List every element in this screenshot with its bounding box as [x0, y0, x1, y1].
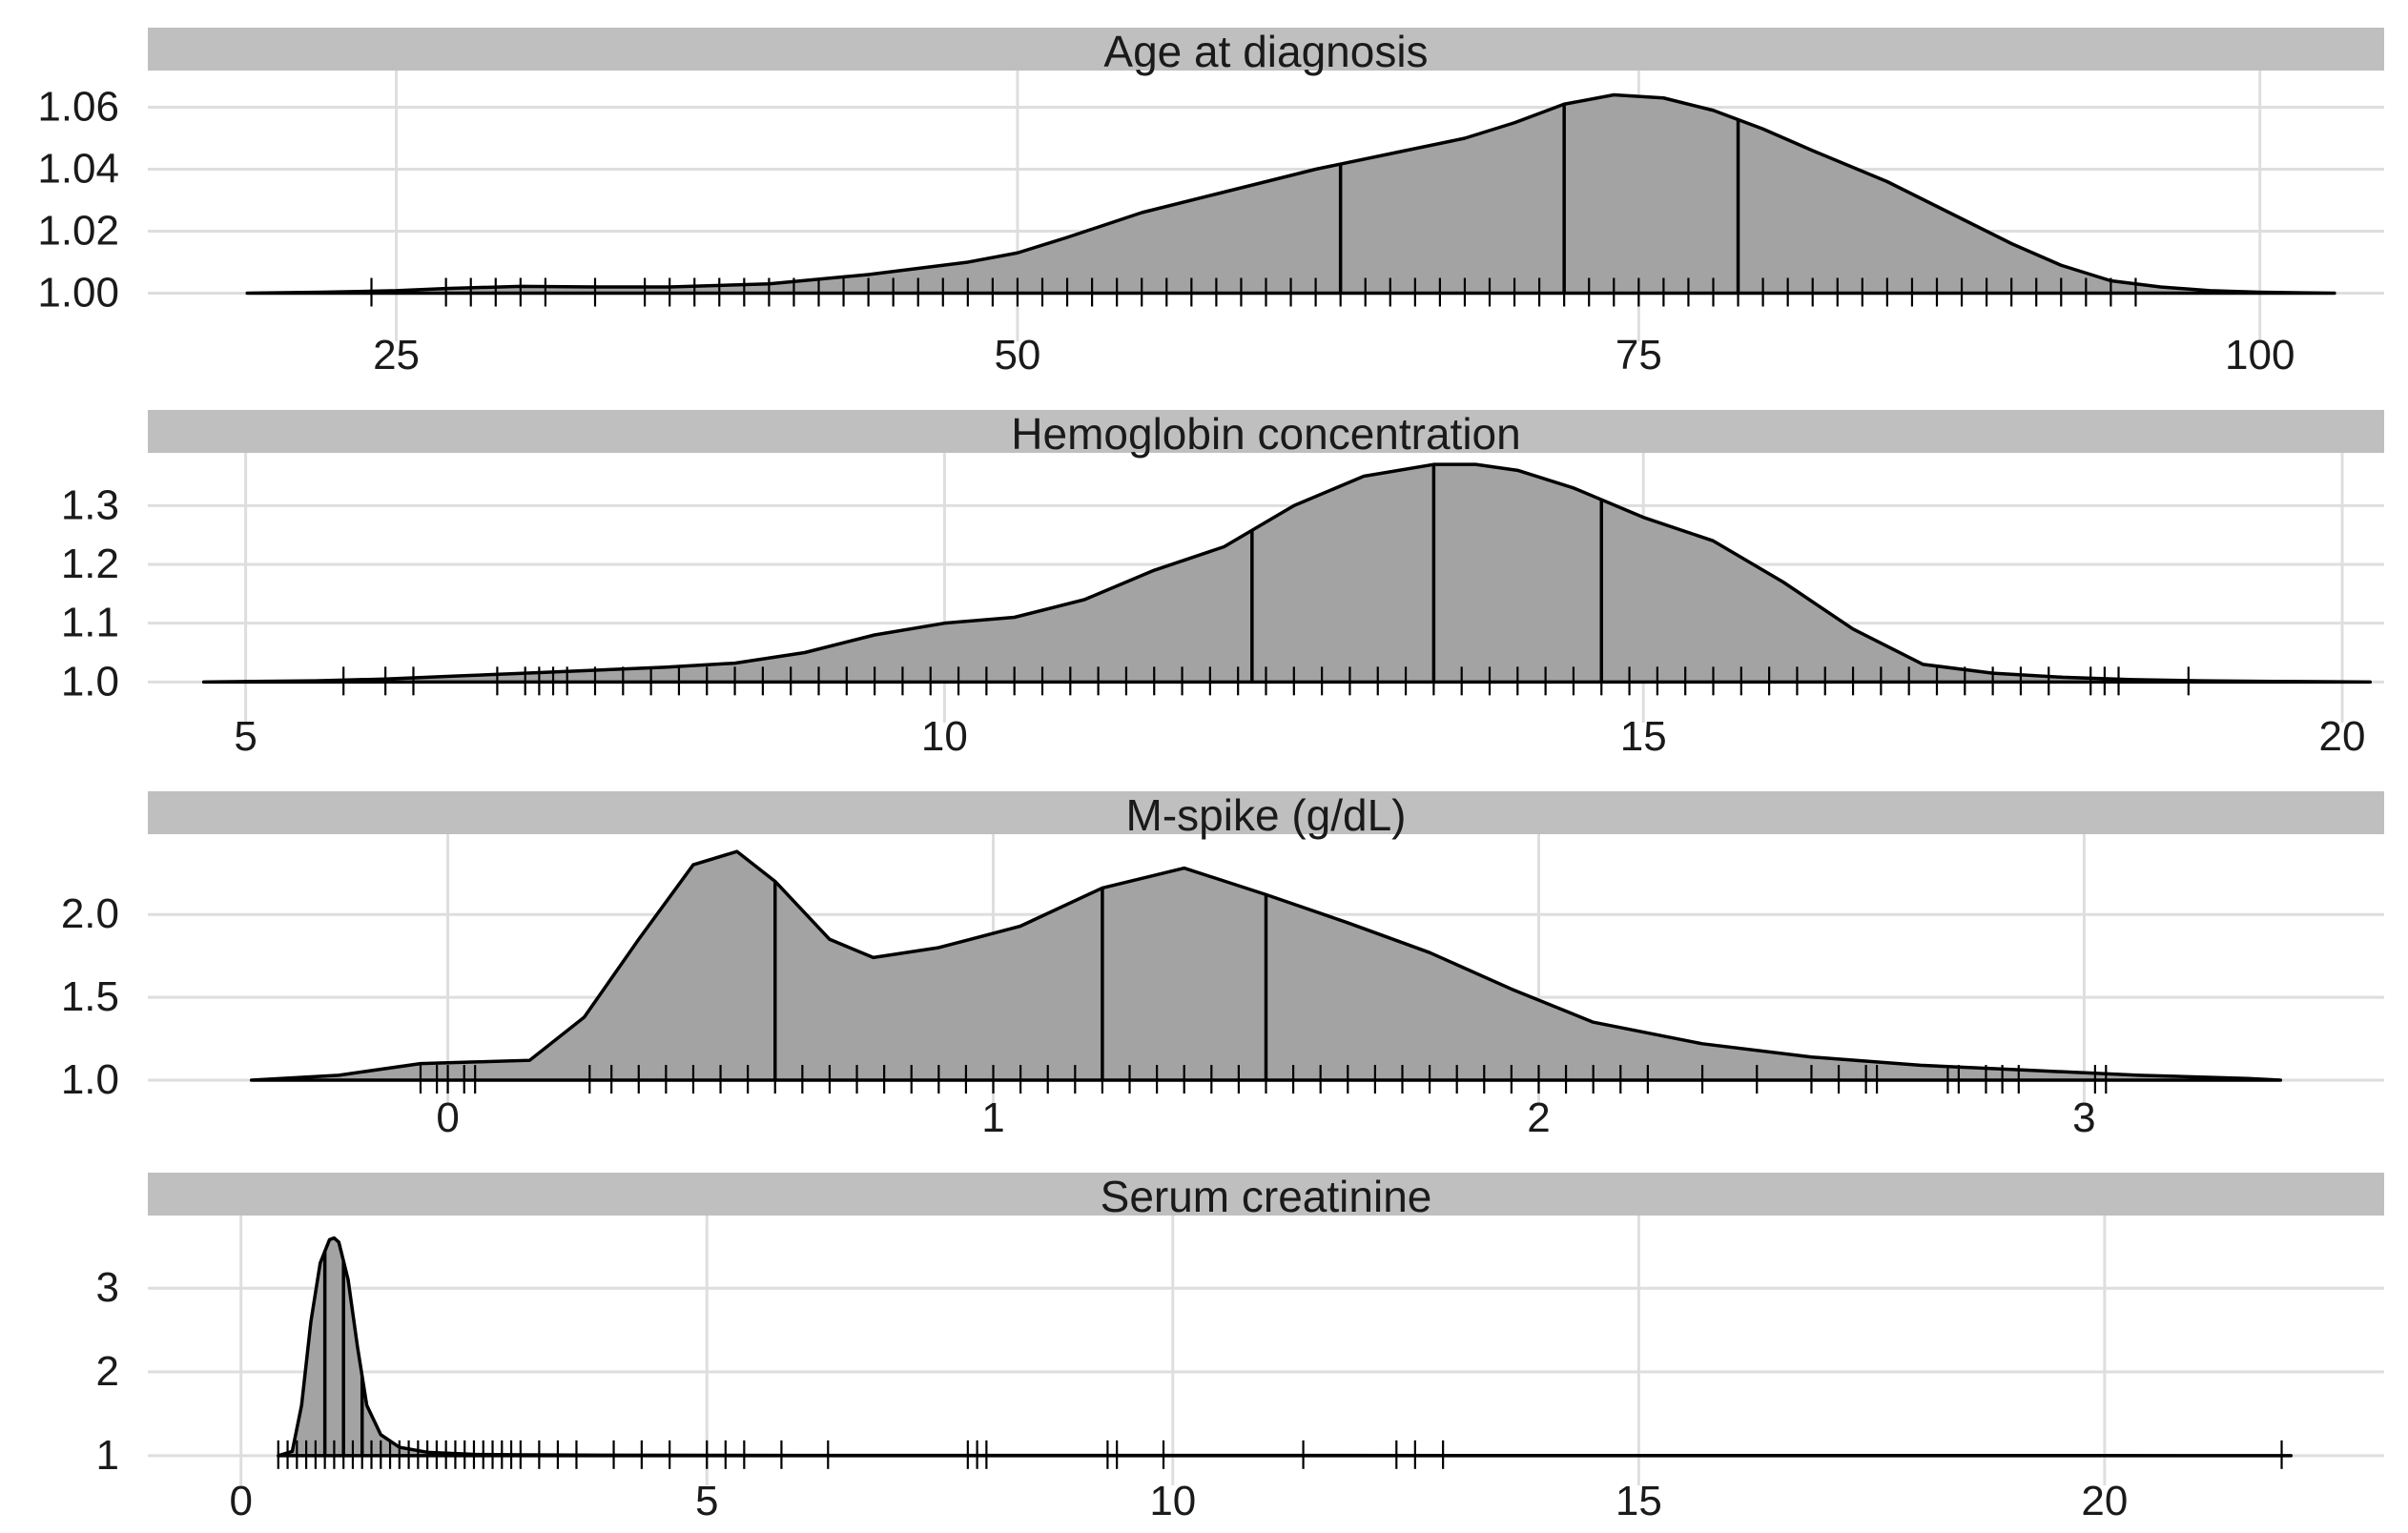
panel-1: Age at diagnosis 1.00 1.02 1.04 1.06 25 50 75 10… [37, 27, 2384, 378]
x-tick-label: 3 [2072, 1094, 2095, 1141]
facet-title: M-spike (g/dL) [1126, 790, 1407, 840]
facet-strip [148, 28, 2384, 71]
x-tick-label: 0 [229, 1478, 252, 1524]
panel-2: Hemoglobin concentration 1.0 1.1 1.2 1.3 5 10 1… [61, 409, 2384, 760]
x-tick-label: 100 [2225, 332, 2295, 378]
x-tick-label: 0 [436, 1094, 459, 1141]
x-tick-label: 15 [1620, 713, 1667, 760]
x-tick-label: 10 [921, 713, 968, 760]
x-tick-label: 10 [1149, 1478, 1196, 1524]
y-tick-label: 1.04 [37, 146, 119, 193]
x-tick-label: 75 [1616, 332, 1662, 378]
facet-title: Hemoglobin concentration [1011, 409, 1520, 459]
x-tick-label: 5 [695, 1478, 718, 1524]
y-tick-label: 1.1 [61, 600, 119, 646]
density-area [277, 1236, 2294, 1458]
panel-4: Serum creatinine 1 2 3 0 5 10 15 20 [96, 1172, 2384, 1524]
y-tick-label: 1.3 [61, 481, 119, 528]
facet-strip [148, 410, 2384, 453]
y-tick-label: 1.2 [61, 541, 119, 587]
x-tick-label: 15 [1616, 1478, 1662, 1524]
y-tick-label: 1 [96, 1432, 119, 1479]
y-tick-label: 3 [96, 1264, 119, 1311]
density-area [245, 92, 2336, 296]
facet-strip [148, 791, 2384, 834]
density-area [201, 462, 2373, 685]
y-tick-label: 1.06 [37, 84, 119, 131]
panel-3: M-spike (g/dL) 1.0 1.5 2.0 0 1 2 3 [61, 790, 2384, 1141]
x-tick-label: 25 [373, 332, 420, 378]
facet-title: Serum creatinine [1101, 1172, 1432, 1221]
x-tick-label: 1 [981, 1094, 1004, 1141]
x-tick-label: 2 [1527, 1094, 1550, 1141]
y-tick-label: 2.0 [61, 890, 119, 937]
facet-title: Age at diagnosis [1103, 27, 1428, 76]
y-tick-label: 1.00 [37, 270, 119, 317]
y-tick-label: 2 [96, 1348, 119, 1395]
facet-strip [148, 1173, 2384, 1216]
y-tick-label: 1.0 [61, 658, 119, 705]
x-tick-label: 20 [2319, 713, 2366, 760]
x-tick-label: 5 [234, 713, 257, 760]
y-tick-label: 1.0 [61, 1056, 119, 1103]
y-tick-label: 1.02 [37, 208, 119, 255]
y-tick-label: 1.5 [61, 973, 119, 1020]
x-tick-label: 20 [2081, 1478, 2128, 1524]
x-tick-label: 50 [994, 332, 1040, 378]
